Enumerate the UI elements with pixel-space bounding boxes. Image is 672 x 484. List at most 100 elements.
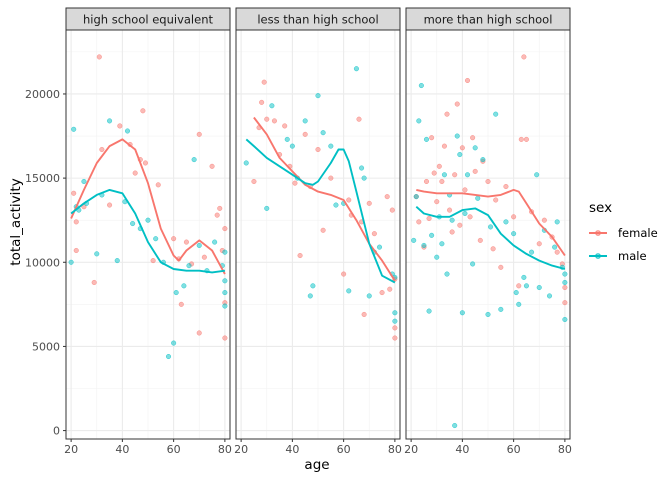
data-point-female [511, 214, 517, 220]
data-point-female [470, 135, 476, 141]
panel-border [65, 29, 231, 440]
facet-panel: high school equivalent 20 40 60 80 0 5000 10000… [25, 7, 232, 456]
facet-panel: more than high school 20 40 60 80 [404, 7, 572, 456]
y-tick-label: 20000 [25, 88, 60, 101]
data-point-female [361, 311, 367, 317]
panel-border [405, 29, 571, 440]
data-point-male [212, 239, 218, 245]
data-point-female [379, 290, 385, 296]
data-point-male [423, 136, 430, 142]
data-point-male [470, 261, 476, 267]
data-point-female [73, 219, 79, 225]
data-point-male [516, 301, 522, 307]
data-point-female [209, 163, 215, 169]
data-point-male [71, 126, 77, 132]
panels-layer: high school equivalent 20 40 60 80 0 5000 10000… [25, 7, 572, 456]
data-point-female [346, 197, 352, 203]
data-point-female [389, 207, 395, 213]
data-point-male [392, 310, 398, 316]
data-point-female [107, 202, 113, 208]
data-point-female [562, 300, 568, 306]
data-point-male [328, 143, 334, 149]
data-point-male [429, 232, 435, 238]
data-point-female [222, 226, 228, 232]
data-point-male [173, 290, 179, 296]
smooth-line-male [70, 188, 226, 274]
legend-title: sex [589, 200, 612, 216]
data-point-female [222, 335, 228, 341]
data-point-female [271, 118, 277, 124]
data-point-female [454, 101, 460, 107]
data-point-male [361, 175, 367, 181]
data-point-female [457, 222, 463, 228]
data-point-male [114, 258, 120, 264]
legend-key-point-female [595, 230, 601, 236]
data-point-female [562, 284, 568, 291]
data-point-male [462, 210, 468, 217]
data-point-female [485, 178, 491, 185]
data-point-male [488, 224, 494, 230]
data-point-male [498, 306, 504, 312]
x-tick-label: 40 [115, 443, 129, 456]
data-point-female [518, 136, 524, 142]
data-point-male [284, 136, 290, 142]
data-point-female [477, 237, 483, 243]
data-point-male [359, 165, 365, 171]
data-point-male [376, 244, 383, 250]
data-point-male [426, 308, 432, 314]
data-point-male [302, 118, 308, 124]
data-point-female [356, 116, 362, 122]
data-point-female [462, 187, 468, 193]
data-point-female [140, 108, 146, 114]
data-point-female [214, 212, 220, 218]
data-point-male [81, 178, 87, 185]
data-point-male [411, 237, 417, 243]
data-point-female [536, 241, 542, 247]
data-point-male [464, 172, 471, 178]
data-point-female [150, 258, 156, 264]
data-point-female [132, 170, 138, 176]
data-point-male [493, 111, 499, 117]
data-point-male [392, 318, 398, 324]
data-point-male [454, 133, 460, 139]
data-point-male [196, 242, 202, 248]
data-point-male [222, 249, 228, 255]
data-point-female [117, 123, 123, 129]
data-point-female [464, 77, 471, 84]
data-point-male [513, 290, 519, 296]
data-point-female [292, 180, 298, 186]
data-point-male [94, 251, 100, 257]
data-point-female [441, 143, 447, 149]
data-point-male [243, 160, 249, 166]
data-point-male [320, 130, 326, 136]
x-axis-title: age [304, 457, 329, 473]
data-point-male [68, 259, 74, 265]
data-point-male [366, 293, 372, 299]
data-point-female [459, 145, 465, 151]
data-point-male [416, 118, 422, 124]
y-tick-label: 10000 [25, 256, 60, 269]
x-tick-label: 40 [285, 443, 299, 456]
smooth-line-male [415, 205, 566, 270]
x-tick-label: 80 [558, 443, 572, 456]
data-point-male [485, 311, 491, 317]
data-point-female [282, 123, 288, 129]
data-point-male [346, 288, 352, 294]
data-point-male [421, 242, 427, 248]
data-point-male [562, 279, 568, 286]
data-point-female [436, 163, 442, 169]
data-point-female [91, 279, 97, 286]
data-point-male [562, 271, 568, 277]
facet-strip-label: less than high school [257, 13, 378, 27]
data-point-male [315, 93, 321, 99]
data-point-female [371, 231, 377, 237]
data-point-male [521, 274, 527, 280]
data-point-male [353, 66, 359, 72]
data-point-female [493, 197, 499, 203]
data-point-female [341, 271, 347, 277]
data-point-female [178, 301, 184, 307]
data-point-female [472, 168, 478, 174]
data-point-male [444, 271, 450, 277]
data-point-male [441, 172, 447, 178]
